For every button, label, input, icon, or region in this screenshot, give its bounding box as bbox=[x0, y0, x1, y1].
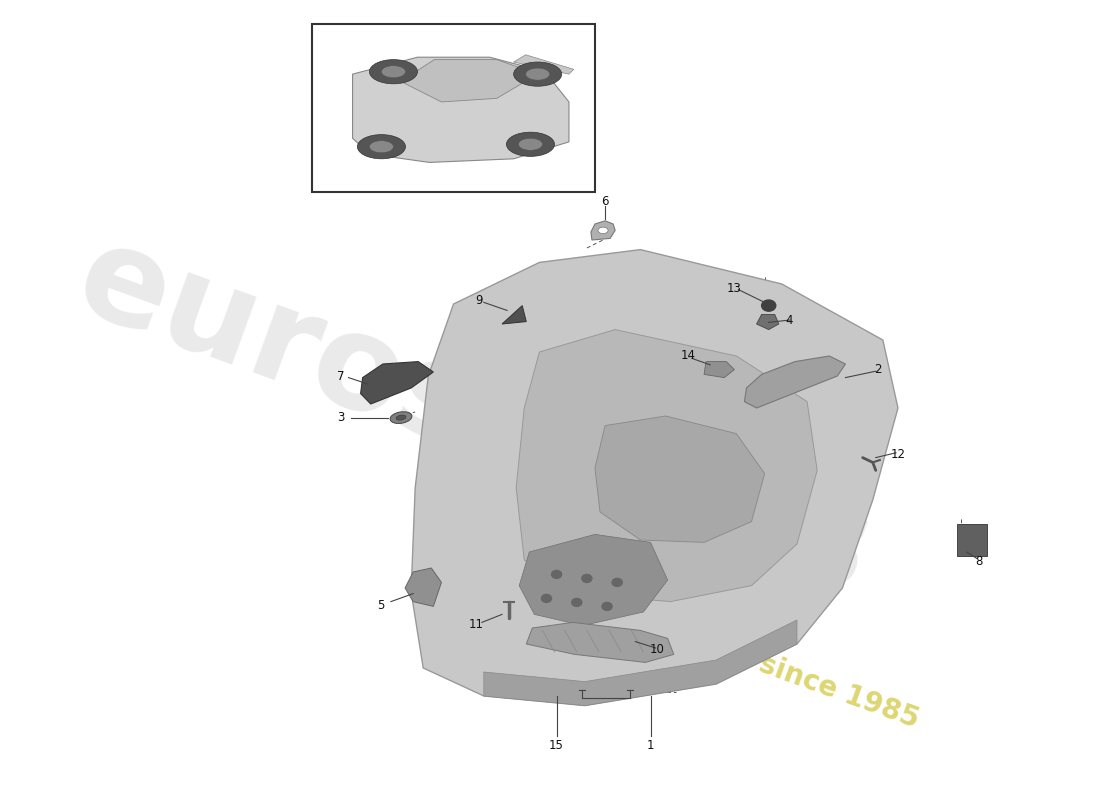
Text: 1: 1 bbox=[647, 739, 654, 752]
Text: 12: 12 bbox=[891, 448, 905, 461]
Text: 14: 14 bbox=[681, 350, 695, 362]
Text: 6: 6 bbox=[602, 195, 608, 208]
Polygon shape bbox=[526, 622, 673, 662]
Circle shape bbox=[572, 598, 582, 606]
Bar bbox=[957, 524, 987, 556]
Ellipse shape bbox=[518, 138, 542, 150]
Text: 4: 4 bbox=[785, 314, 793, 326]
Text: 5: 5 bbox=[377, 599, 385, 612]
Text: eurospares: eurospares bbox=[59, 214, 888, 618]
Polygon shape bbox=[745, 356, 846, 408]
Bar bbox=[312, 24, 595, 192]
Polygon shape bbox=[704, 362, 735, 378]
Circle shape bbox=[612, 578, 623, 586]
Ellipse shape bbox=[382, 66, 406, 78]
Text: 9: 9 bbox=[475, 294, 483, 306]
Polygon shape bbox=[400, 60, 538, 102]
Ellipse shape bbox=[390, 412, 411, 423]
Ellipse shape bbox=[358, 134, 406, 159]
Polygon shape bbox=[757, 314, 779, 330]
Circle shape bbox=[602, 602, 612, 610]
Text: 2: 2 bbox=[874, 363, 881, 376]
Text: 13: 13 bbox=[727, 282, 741, 294]
Polygon shape bbox=[516, 330, 817, 602]
Polygon shape bbox=[353, 57, 569, 162]
Text: 8: 8 bbox=[975, 555, 982, 568]
Ellipse shape bbox=[598, 227, 608, 234]
Circle shape bbox=[541, 594, 551, 602]
Polygon shape bbox=[514, 54, 574, 74]
Polygon shape bbox=[405, 568, 441, 606]
Text: a passion for parts since 1985: a passion for parts since 1985 bbox=[469, 546, 923, 734]
Polygon shape bbox=[595, 416, 764, 542]
Ellipse shape bbox=[396, 415, 406, 420]
Text: 11: 11 bbox=[469, 618, 483, 630]
Circle shape bbox=[582, 574, 592, 582]
Text: 15: 15 bbox=[549, 739, 564, 752]
Circle shape bbox=[551, 570, 562, 578]
Ellipse shape bbox=[370, 60, 418, 84]
Polygon shape bbox=[591, 221, 615, 240]
Circle shape bbox=[761, 300, 776, 311]
Polygon shape bbox=[484, 620, 798, 706]
Text: 3: 3 bbox=[337, 411, 344, 424]
Polygon shape bbox=[411, 250, 898, 706]
Ellipse shape bbox=[506, 132, 554, 156]
Ellipse shape bbox=[370, 141, 394, 153]
Polygon shape bbox=[361, 362, 433, 404]
Ellipse shape bbox=[514, 62, 562, 86]
Polygon shape bbox=[502, 306, 526, 324]
Text: 10: 10 bbox=[650, 643, 666, 656]
Text: 7: 7 bbox=[337, 370, 344, 382]
Polygon shape bbox=[519, 534, 668, 626]
Ellipse shape bbox=[526, 68, 550, 80]
